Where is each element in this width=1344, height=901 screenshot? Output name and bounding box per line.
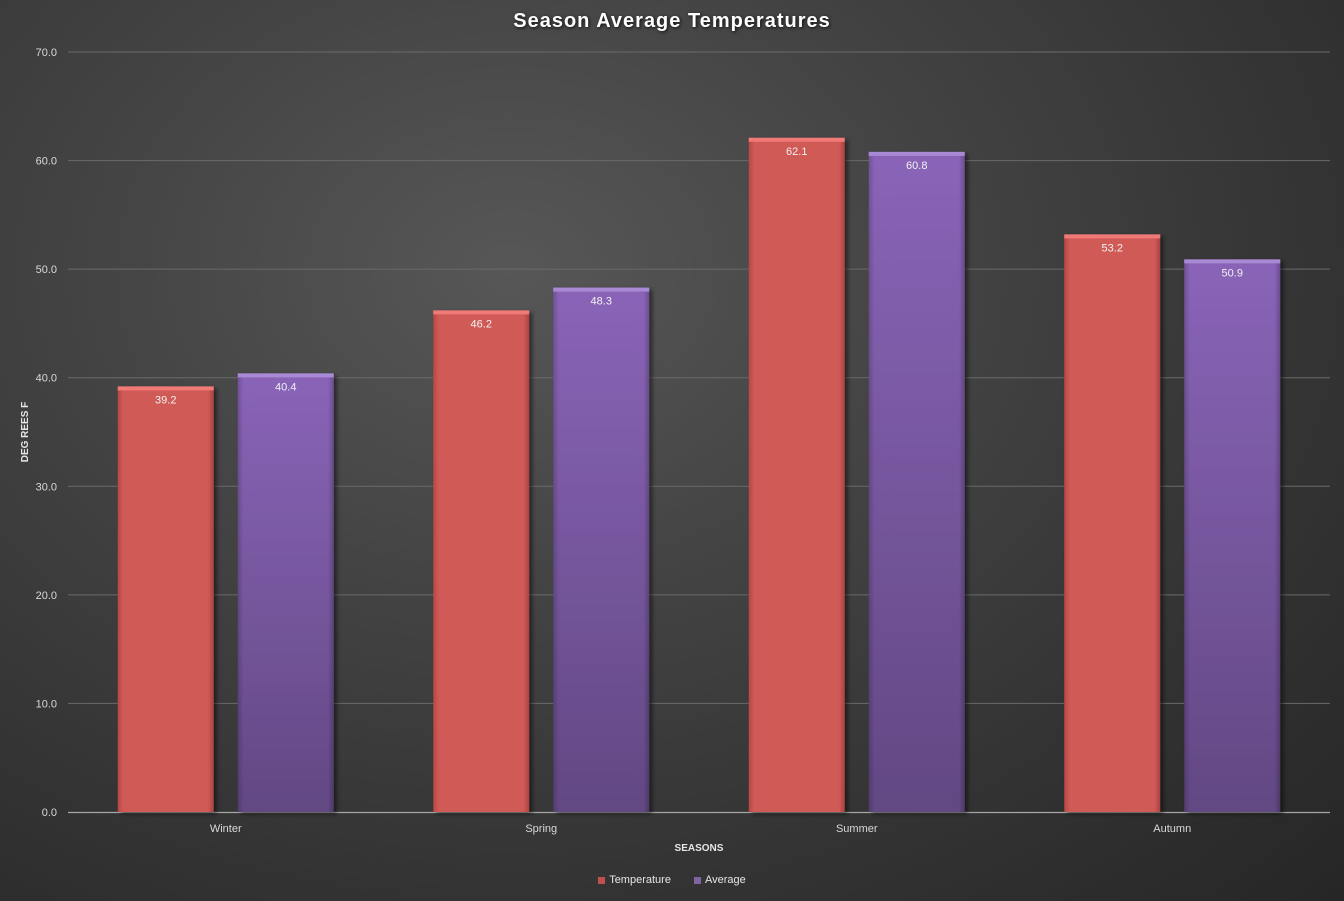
bar-edge-shade (868, 151, 965, 812)
data-label: 48.3 (591, 296, 612, 308)
bar-top-highlight (748, 137, 845, 142)
bar-temperature-summer (748, 137, 845, 812)
y-tick-label: 70.0 (36, 47, 57, 59)
bar-top-highlight (433, 310, 530, 315)
bar-top-highlight (553, 287, 650, 292)
y-tick-label: 20.0 (36, 590, 57, 602)
y-tick-label: 50.0 (36, 264, 57, 276)
legend-swatch-average (694, 876, 702, 884)
x-tick-label: Autumn (1153, 823, 1191, 835)
data-label: 46.2 (471, 318, 492, 330)
bar-temperature-winter (117, 386, 214, 812)
bar-edge-shade (237, 373, 334, 812)
data-label: 40.4 (275, 381, 296, 393)
y-tick-label: 60.0 (36, 156, 57, 168)
bar-top-highlight (237, 373, 334, 378)
labels: 0.0 10.0 20.0 30.0 40.0 50.0 60.0 70.0 39.2 40.4 W… (20, 47, 1243, 854)
legend-label-average: Average (705, 874, 746, 886)
y-tick-label: 40.0 (36, 373, 57, 385)
legend-item-temperature: Temperature (598, 874, 671, 886)
data-label: 60.8 (906, 160, 927, 172)
bar-top-highlight (868, 151, 965, 156)
y-axis-title: DEG REES F (20, 402, 31, 463)
bar-temperature-autumn (1064, 234, 1161, 812)
data-label: 39.2 (155, 394, 176, 406)
data-label: 50.9 (1222, 267, 1243, 279)
y-tick-label: 0.0 (42, 807, 57, 819)
x-tick-label: Summer (836, 823, 878, 835)
data-label: 62.1 (786, 146, 807, 158)
y-tick-label: 30.0 (36, 481, 57, 493)
legend: Temperature Average (0, 874, 1344, 887)
y-tick-label: 10.0 (36, 698, 57, 710)
x-tick-label: Winter (210, 823, 242, 835)
bar-top-highlight (1064, 234, 1161, 239)
bar-top-highlight (117, 386, 214, 391)
bar-temperature-spring (433, 310, 530, 812)
bars (117, 137, 1281, 813)
bar-edge-shade (1184, 259, 1281, 812)
x-tick-label: Spring (525, 823, 557, 835)
chart-title: Season Average Temperatures (513, 10, 831, 32)
x-axis-title: SEASONS (675, 843, 724, 854)
bar-top-highlight (1184, 259, 1281, 264)
bar-edge-shade (553, 287, 650, 813)
legend-swatch-temperature (598, 876, 606, 884)
data-label: 53.2 (1102, 242, 1123, 254)
legend-label-temperature: Temperature (609, 874, 671, 886)
legend-item-average: Average (694, 874, 746, 886)
